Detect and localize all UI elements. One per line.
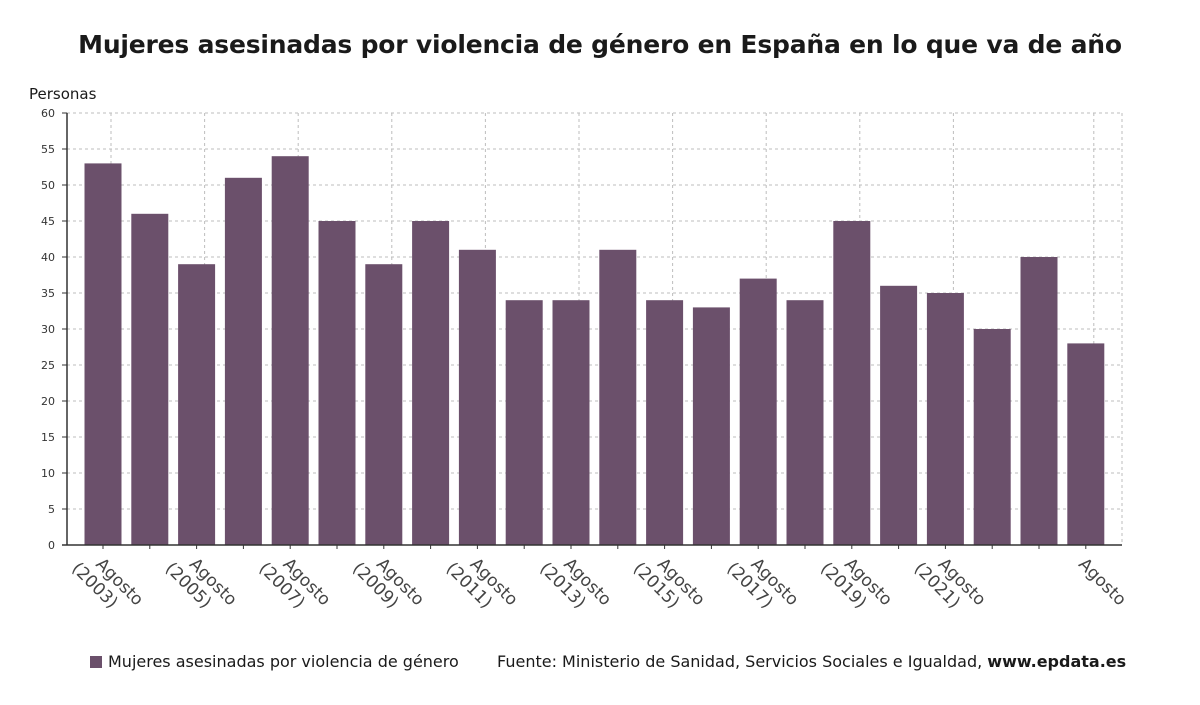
x-tick-label: Agosto(2011) <box>442 544 522 624</box>
x-tick-label: Agosto(2017) <box>723 544 803 624</box>
bar <box>646 300 684 545</box>
x-tick-label: Agosto(2005) <box>161 544 241 624</box>
source-note: Fuente: Ministerio de Sanidad, Servicios… <box>497 652 1126 671</box>
x-tick-label: Agosto(2003) <box>67 544 147 624</box>
y-tick-label: 60 <box>41 107 55 120</box>
bar <box>926 293 964 545</box>
y-tick-label: 40 <box>41 251 55 264</box>
bar <box>692 307 730 545</box>
y-tick-label: 30 <box>41 323 55 336</box>
y-tick-label: 55 <box>41 143 55 156</box>
legend-label: Mujeres asesinadas por violencia de géne… <box>108 652 459 671</box>
bar <box>833 221 871 545</box>
x-tick-label: Agosto(2013) <box>535 544 615 624</box>
y-axis-label: Personas <box>29 85 97 103</box>
x-tick-label: Agosto(2015) <box>629 544 709 624</box>
y-tick-label: 5 <box>48 503 55 516</box>
x-tick-label: Agosto <box>1074 554 1130 610</box>
bar <box>84 163 122 545</box>
x-tick-label: Agosto(2007) <box>255 544 335 624</box>
bar <box>505 300 543 545</box>
bar <box>131 213 169 546</box>
bar <box>178 264 216 545</box>
bar <box>271 156 309 545</box>
bar <box>739 278 777 545</box>
x-tick-label: Agosto(2019) <box>816 544 896 624</box>
y-tick-label: 25 <box>41 359 55 372</box>
bar <box>973 329 1011 545</box>
bar <box>552 300 590 545</box>
y-tick-label: 10 <box>41 467 55 480</box>
y-tick-label: 0 <box>48 539 55 552</box>
x-tick-label: Agosto(2021) <box>910 544 990 624</box>
y-tick-label: 50 <box>41 179 55 192</box>
y-tick-label: 35 <box>41 287 55 300</box>
legend-swatch <box>90 655 102 668</box>
bar <box>318 221 356 545</box>
y-tick-label: 45 <box>41 215 55 228</box>
bar <box>224 177 262 546</box>
bar <box>1020 257 1058 545</box>
bar <box>880 285 918 545</box>
x-tick-label-line: Agosto <box>1074 554 1130 610</box>
legend: Mujeres asesinadas por violencia de géne… <box>90 652 459 671</box>
bar <box>412 221 450 545</box>
bar <box>1067 343 1105 545</box>
chart-title: Mujeres asesinadas por violencia de géne… <box>78 30 1122 59</box>
bar <box>365 264 403 545</box>
x-tick-label: Agosto(2009) <box>348 544 428 624</box>
bar <box>599 249 637 546</box>
bar <box>786 300 824 545</box>
bar <box>458 249 496 546</box>
source-site: www.epdata.es <box>987 652 1127 671</box>
y-tick-label: 20 <box>41 395 55 408</box>
source-label: Fuente: Ministerio de Sanidad, Servicios… <box>497 652 983 671</box>
y-tick-label: 15 <box>41 431 55 444</box>
